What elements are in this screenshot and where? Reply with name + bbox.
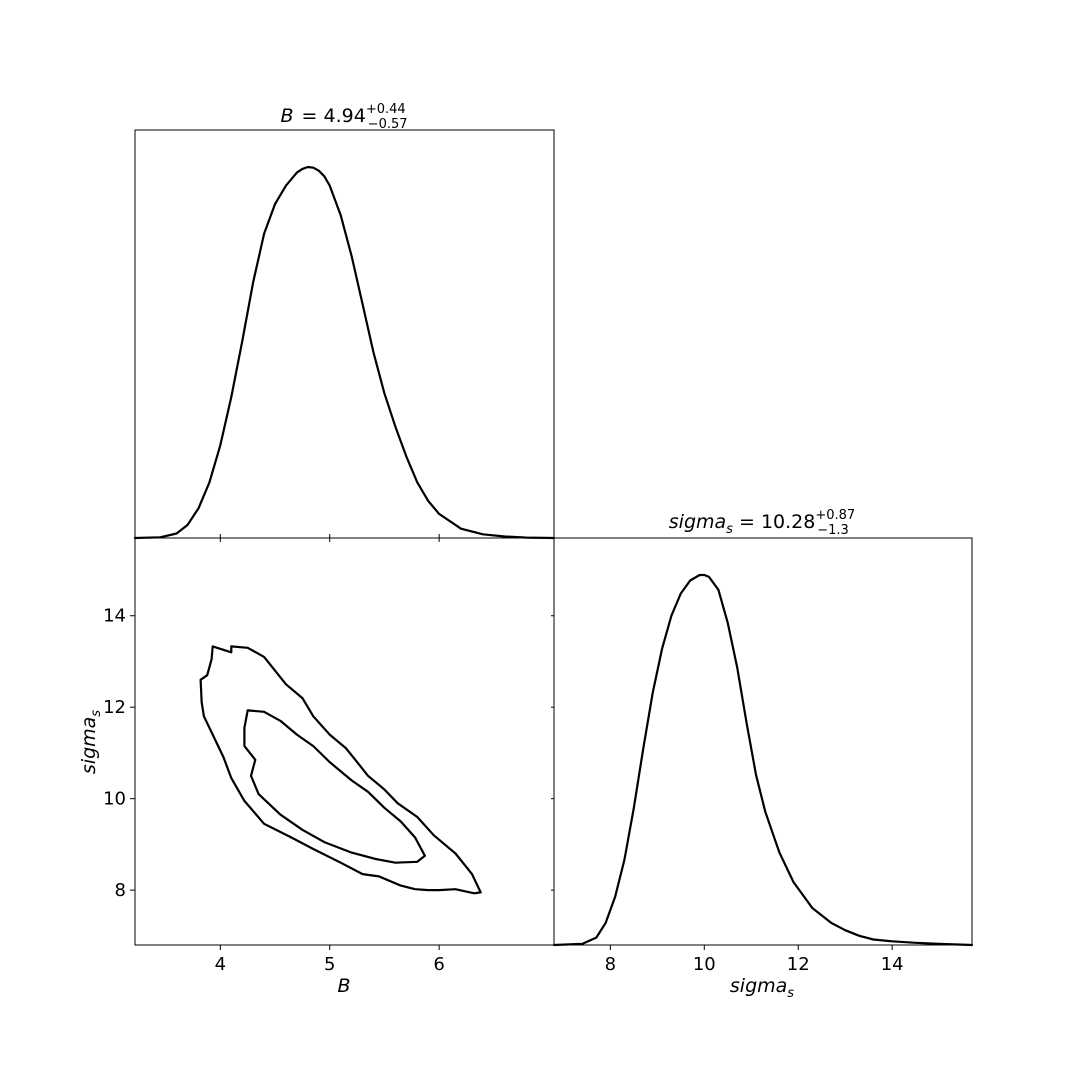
- sigma-xtick-label: 14: [881, 954, 904, 975]
- joint-xlabel: B: [337, 975, 350, 997]
- b-marginal-ticks: [219, 534, 440, 538]
- contour-inner: [243, 709, 426, 864]
- b-title-plus: +0.44: [366, 102, 406, 117]
- sigma-xtick-label: 12: [787, 954, 810, 975]
- joint-ytick-label: 14: [103, 606, 126, 627]
- b-marginal-title: B = 4.94+0.44 −0.57: [280, 102, 407, 132]
- b-title-param: B: [280, 105, 293, 127]
- sigma-title-param: sigma: [669, 511, 726, 533]
- sigma-marginal-ticks: 8 10 12 14: [605, 945, 904, 975]
- joint-ytick-label: 8: [115, 880, 126, 901]
- sigma-xlabel-main: sigma: [730, 975, 787, 997]
- joint-xtick-label: 5: [324, 954, 335, 975]
- joint-ylabel-main: sigma: [78, 717, 100, 774]
- panel-sigma-marginal: 8 10 12 14 sigmas = 10.28+0.87 −1.3 sigmas: [552, 508, 974, 1001]
- joint-ytick-label: 10: [103, 789, 126, 810]
- sigma-marginal-title: sigmas = 10.28+0.87 −1.3: [669, 508, 855, 538]
- sigma-xlabel: sigmas: [730, 975, 794, 1001]
- joint-xtick-label: 4: [215, 954, 226, 975]
- sigma-xtick-label: 8: [605, 954, 616, 975]
- b-title-minus: −0.57: [368, 117, 408, 132]
- panel-joint: 4 5 6 8 10 12 14 B sigmas: [78, 537, 555, 997]
- sigma-title-minus: −1.3: [817, 523, 849, 538]
- joint-ylabel-sub: s: [89, 710, 104, 717]
- joint-ytick-label: 12: [103, 697, 126, 718]
- sigma-marginal-frame: [553, 537, 973, 946]
- joint-ticks: 4 5 6 8 10 12 14: [103, 538, 554, 975]
- sigma-title-value: 10.28: [761, 511, 815, 533]
- joint-xtick-label: 6: [433, 954, 444, 975]
- contour-outer: [199, 645, 482, 895]
- b-title-value: 4.94: [324, 105, 366, 127]
- sigma-title-plus: +0.87: [815, 508, 855, 523]
- sigma-marginal-curve: [552, 573, 974, 947]
- joint-ylabel: sigmas: [78, 710, 104, 774]
- sigma-title-sub: s: [726, 522, 733, 537]
- sigma-xtick-label: 10: [693, 954, 716, 975]
- b-marginal-curve: [133, 165, 556, 540]
- sigma-xlabel-sub: s: [787, 986, 794, 1001]
